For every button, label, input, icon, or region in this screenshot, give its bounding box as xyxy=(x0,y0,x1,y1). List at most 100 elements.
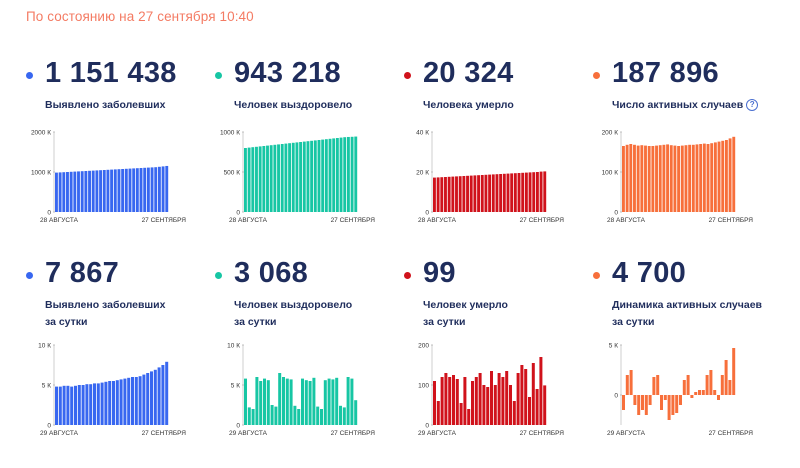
bar xyxy=(495,174,499,212)
bar xyxy=(58,172,62,212)
x-start-label: 29 АВГУСТА xyxy=(607,430,646,437)
stat-value: 4 700 xyxy=(612,257,687,289)
bar xyxy=(490,371,493,425)
y-tick-label: 0 xyxy=(614,210,618,217)
bar xyxy=(342,407,346,425)
bar xyxy=(312,377,316,425)
x-start-label: 28 АВГУСТА xyxy=(40,217,79,224)
bar xyxy=(640,145,644,212)
bar xyxy=(258,146,262,212)
bar xyxy=(671,395,675,415)
x-start-label: 28 АВГУСТА xyxy=(607,217,646,224)
bar xyxy=(291,142,295,212)
bar-chart: 1000 К 500 К 028 АВГУСТА 27 СЕНТЯБРЯ xyxy=(220,130,375,225)
bar xyxy=(444,373,448,425)
help-icon[interactable]: ? xyxy=(746,99,759,111)
bar xyxy=(463,377,467,425)
bar xyxy=(81,385,85,425)
bar xyxy=(502,173,506,212)
x-start-label: 28 АВГУСТА xyxy=(418,217,457,224)
bar xyxy=(69,171,73,212)
bar xyxy=(682,380,686,395)
bar xyxy=(66,172,69,212)
bar xyxy=(320,409,323,425)
bar xyxy=(520,365,524,425)
status-dot xyxy=(26,72,33,79)
bar xyxy=(157,166,161,212)
bar xyxy=(113,169,117,212)
stat-label-line1: Выявлено заболевших xyxy=(45,299,166,311)
bar xyxy=(270,405,274,425)
bar xyxy=(622,395,625,410)
bar xyxy=(100,382,104,425)
bar xyxy=(641,395,644,410)
bar xyxy=(161,365,165,425)
bar xyxy=(458,176,462,212)
bar xyxy=(121,169,125,212)
stat-label: Выявлено заболевших xyxy=(45,97,165,114)
bar xyxy=(732,136,736,212)
bar xyxy=(339,405,342,425)
status-dot xyxy=(593,272,600,279)
bar xyxy=(622,146,625,212)
bar xyxy=(486,387,490,425)
bar xyxy=(469,175,473,212)
bar xyxy=(74,385,77,425)
bar xyxy=(146,167,150,212)
bar xyxy=(331,379,335,425)
bar xyxy=(509,385,512,425)
bar xyxy=(690,395,694,398)
bar xyxy=(644,145,647,212)
bar xyxy=(339,137,343,212)
stat-card: 99 Человек умерло за сутки 200 100 0 29 АВГУСТ… xyxy=(402,255,592,455)
y-tick-label: 0 xyxy=(47,423,51,430)
bar xyxy=(720,375,724,395)
bar xyxy=(535,389,539,425)
bar xyxy=(104,381,108,425)
bar xyxy=(535,172,539,212)
bar xyxy=(343,137,347,212)
stat-card: 943 218 Человек выздоровело 1000 К 500 К 0 28… xyxy=(213,55,403,255)
bar xyxy=(143,167,147,212)
y-tick-label: 0 xyxy=(236,423,240,430)
bar xyxy=(284,143,288,212)
bar xyxy=(278,373,282,425)
bar xyxy=(139,168,143,212)
bar xyxy=(138,376,142,425)
bar-chart: 200 100 029 АВГУСТА 27 СЕНТЯБРЯ xyxy=(418,343,565,438)
stat-card: 4 700 Динамика активных случаев за сутки 5 … xyxy=(591,255,781,455)
bar xyxy=(655,145,658,212)
stat-value: 7 867 xyxy=(45,257,120,289)
bar xyxy=(532,172,536,212)
bar xyxy=(266,145,269,212)
bar xyxy=(658,145,662,212)
bar xyxy=(134,377,138,425)
stat-label-line1: Человека умерло xyxy=(423,99,514,111)
bar xyxy=(354,400,358,425)
bar xyxy=(321,139,325,212)
bar xyxy=(306,141,310,212)
bar xyxy=(73,171,77,212)
bar-chart: 40 К 20 К 028 АВГУСТА 27 СЕНТЯБРЯ xyxy=(416,130,564,225)
bar xyxy=(346,136,350,212)
bar xyxy=(332,138,336,212)
bar xyxy=(280,144,284,212)
bar xyxy=(702,143,706,212)
bar-chart: 2000 К 1000 К 028 АВГУСТА 27 СЕНТЯБРЯ xyxy=(31,130,186,225)
bar xyxy=(93,383,96,425)
bar xyxy=(310,140,314,212)
x-start-label: 29 АВГУСТА xyxy=(40,430,79,437)
bar xyxy=(633,395,637,405)
bar xyxy=(721,140,725,212)
bar xyxy=(295,142,299,212)
bar xyxy=(512,401,516,425)
bar xyxy=(289,379,293,425)
status-dot xyxy=(593,72,600,79)
bar xyxy=(70,386,74,425)
x-end-label: 27 СЕНТЯБРЯ xyxy=(520,430,565,437)
y-tick-label: 10 К xyxy=(38,343,51,350)
bar-chart: 10 К 5 К 029 АВГУСТА 27 СЕНТЯБРЯ xyxy=(38,343,186,438)
bar xyxy=(482,385,486,425)
bar xyxy=(154,167,158,212)
bar xyxy=(251,147,255,212)
